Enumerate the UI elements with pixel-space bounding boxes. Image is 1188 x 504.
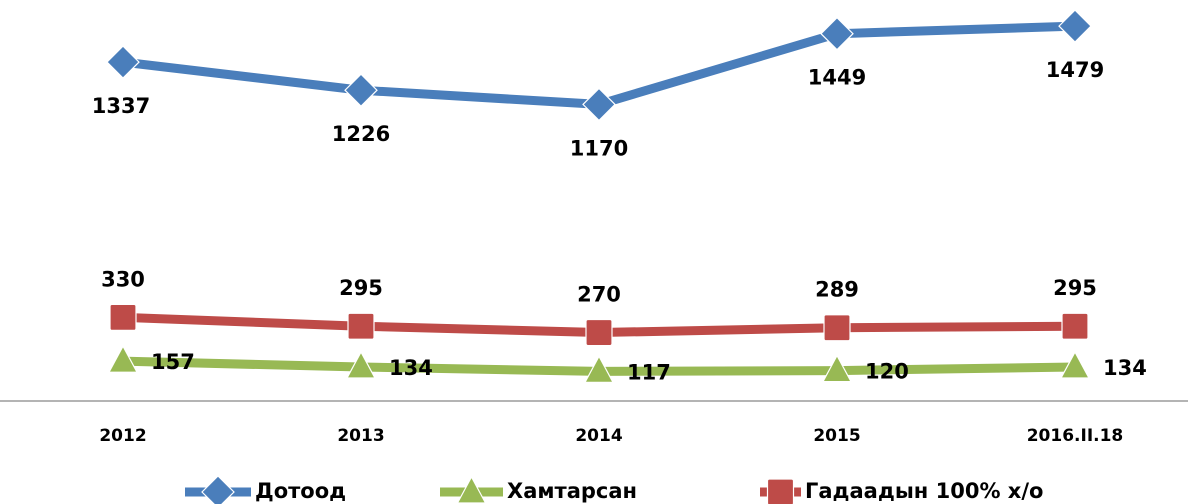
legend-label: Дотоод: [255, 479, 346, 503]
marker: [585, 318, 613, 347]
data-label: 1449: [808, 66, 866, 90]
legend-label: Хамтарсан: [507, 479, 637, 503]
marker: [107, 344, 139, 373]
marker: [345, 350, 377, 379]
marker: [1061, 312, 1089, 340]
legend-label: Гадаадын 100% х/о: [805, 479, 1043, 503]
marker: [106, 45, 140, 79]
data-label: 134: [389, 356, 433, 380]
data-label: 134: [1103, 356, 1147, 380]
data-label: 330: [101, 267, 145, 291]
data-label: 1479: [1046, 58, 1104, 82]
data-label: 295: [339, 276, 383, 300]
x-tick-label: 2016.II.18: [1027, 426, 1124, 446]
marker: [109, 303, 137, 331]
x-tick-label: 2014: [575, 426, 622, 446]
legend-marker: [766, 478, 795, 504]
x-tick-label: 2012: [99, 426, 146, 446]
legend-marker: [456, 475, 487, 504]
marker: [347, 312, 375, 340]
marker: [582, 87, 616, 122]
legend-marker: [201, 475, 235, 504]
marker: [820, 16, 854, 51]
marker: [583, 355, 615, 383]
data-label: 289: [815, 278, 859, 302]
data-label: 1337: [92, 94, 150, 118]
data-label: 1170: [570, 136, 628, 160]
x-tick-label: 2013: [337, 426, 384, 446]
data-label: 270: [577, 283, 621, 307]
marker: [344, 73, 378, 108]
marker: [823, 314, 851, 342]
x-tick-label: 2015: [813, 426, 860, 446]
marker: [821, 354, 853, 383]
marker: [1058, 9, 1092, 43]
data-label: 1226: [332, 122, 390, 146]
data-label: 120: [865, 360, 909, 384]
data-label: 157: [151, 350, 195, 374]
marker: [1059, 350, 1091, 379]
data-label: 295: [1053, 276, 1097, 300]
data-label: 117: [627, 360, 671, 384]
